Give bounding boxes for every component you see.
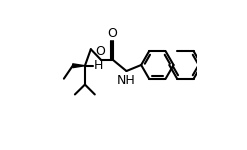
- Text: H: H: [94, 59, 103, 72]
- Polygon shape: [73, 64, 85, 68]
- Text: NH: NH: [117, 74, 136, 87]
- Text: O: O: [107, 27, 117, 40]
- Text: O: O: [96, 45, 106, 58]
